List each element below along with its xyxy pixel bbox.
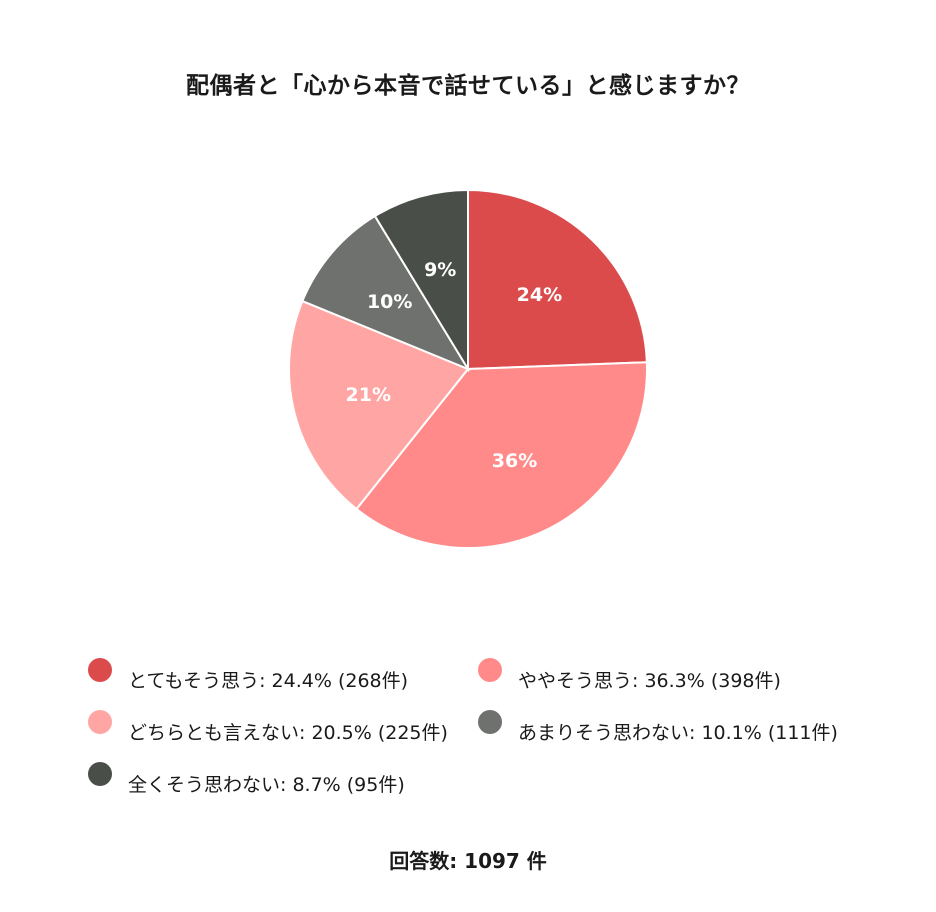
legend-label: どちらとも言えない: 20.5% (225件) (128, 722, 448, 744)
slice-strongly-agree-label: 24% (517, 284, 562, 306)
slice-somewhat-agree (355, 361, 648, 549)
slice-somewhat-agree-label: 36% (492, 450, 537, 472)
legend-label: あまりそう思わない: 10.1% (111件) (518, 722, 838, 744)
chart-title: 配偶者と「心から本音で話せている」と感じますか？ (186, 73, 750, 99)
slice-strongly-disagree (373, 188, 469, 373)
legend-label: とてもそう思う: 24.4% (268件) (128, 670, 409, 692)
slice-somewhat-disagree (301, 214, 471, 372)
pie-chart: 24% 36% 21% 10% 9% (288, 188, 648, 549)
legend-swatch (88, 710, 112, 734)
slice-somewhat-disagree-label: 10% (367, 291, 412, 313)
legend-label: 全くそう思わない: 8.7% (95件) (128, 774, 405, 796)
legend-swatch (478, 710, 502, 734)
legend-swatch (478, 658, 502, 682)
legend-swatch (88, 658, 112, 682)
legend-label: ややそう思う: 36.3% (398件) (518, 670, 781, 692)
legend-swatch (88, 762, 112, 786)
response-count: 回答数: 1097 件 (389, 849, 547, 873)
slice-neutral (288, 299, 470, 511)
slice-neutral-label: 21% (346, 384, 391, 406)
slice-strongly-disagree-label: 9% (424, 259, 456, 281)
slice-strongly-agree (467, 188, 648, 371)
